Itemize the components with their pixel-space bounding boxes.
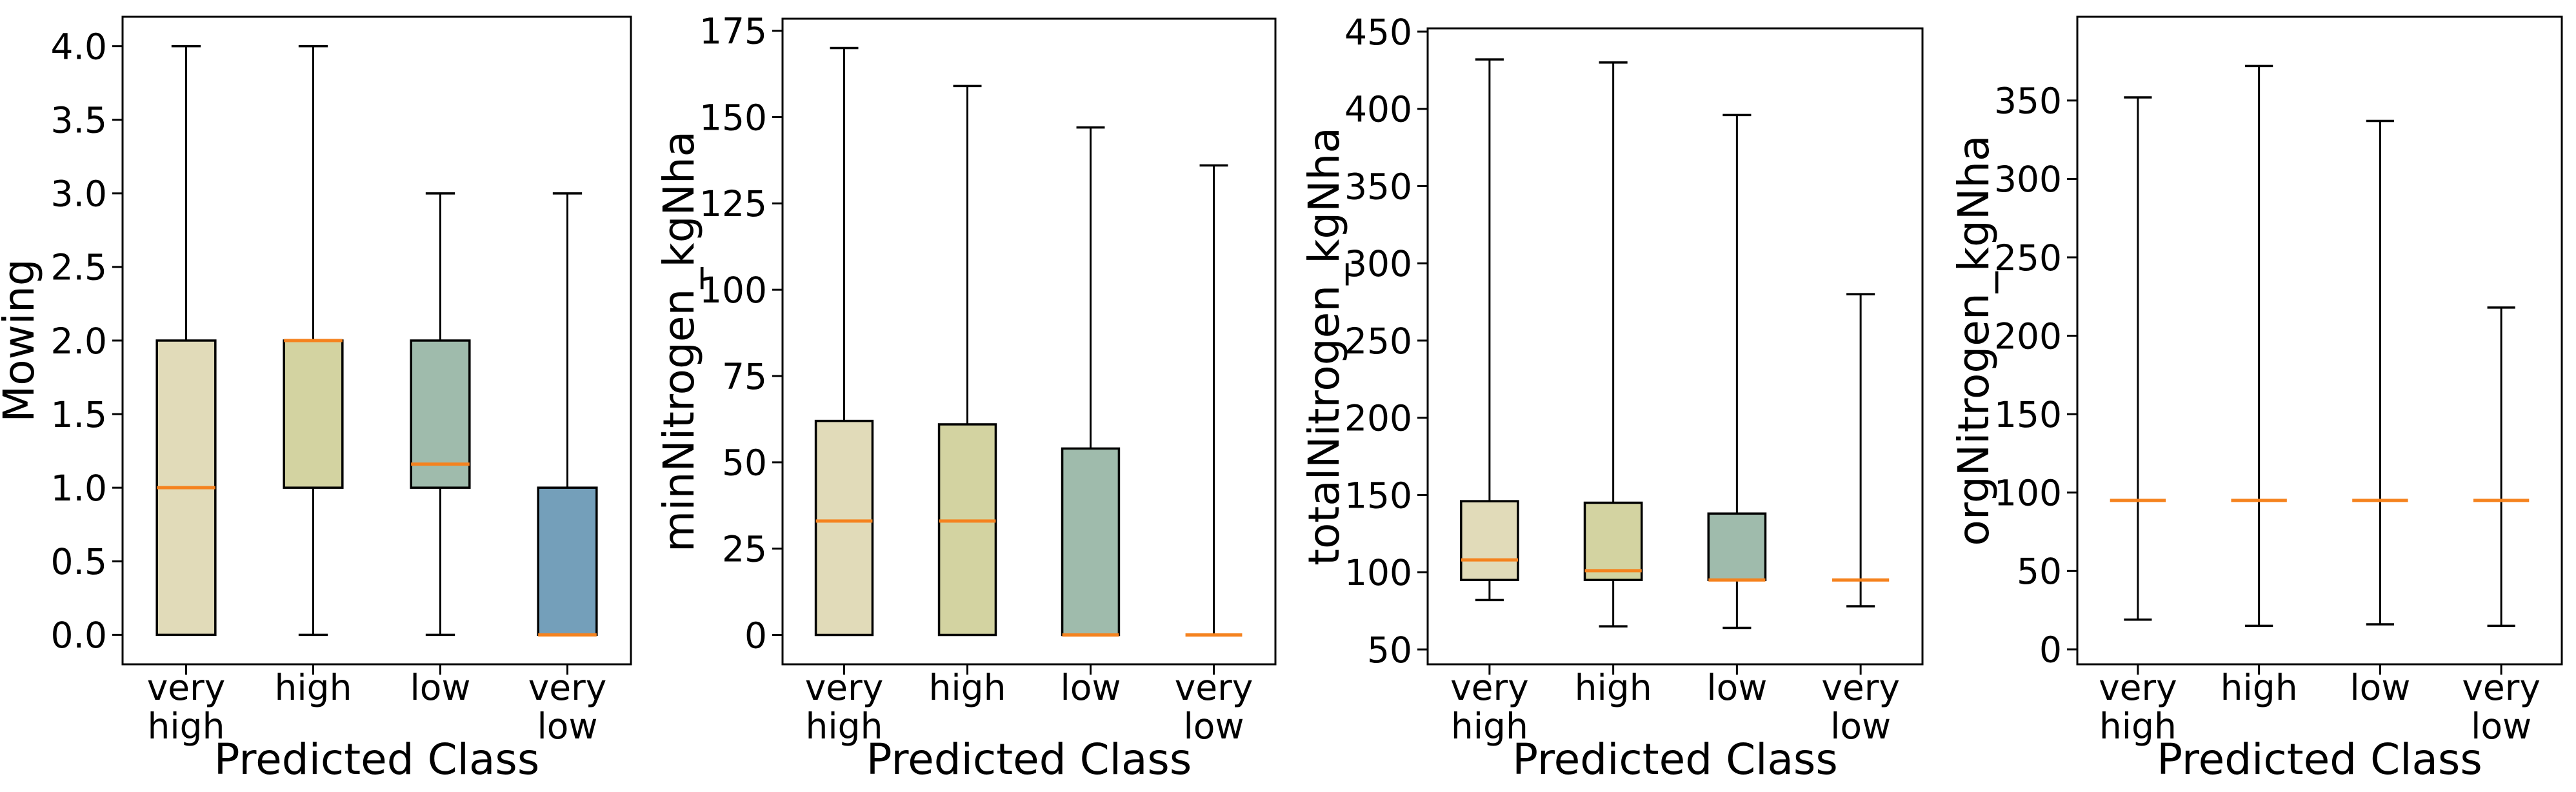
y-tick-label: 350 xyxy=(1994,81,2062,122)
x-tick-label: low xyxy=(1706,667,1767,708)
x-tick-label: high xyxy=(2221,667,2298,708)
y-tick-label: 100 xyxy=(1994,473,2062,514)
y-tick-label: 150 xyxy=(699,97,767,138)
box-group-high xyxy=(2231,64,2287,628)
x-axis-label: Predicted Class xyxy=(214,735,539,784)
y-tick-label: 175 xyxy=(699,11,767,52)
y-tick-label: 2.5 xyxy=(51,247,107,288)
y-tick-label: 350 xyxy=(1344,166,1412,207)
x-tick-label: high xyxy=(1451,706,1528,747)
y-axis-label: minNitrogen_kgNha xyxy=(654,131,704,552)
box-group-very-high xyxy=(1460,58,1519,602)
x-tick-label: low xyxy=(2350,667,2410,708)
box-group-very-low xyxy=(2473,306,2530,628)
x-tick-label: low xyxy=(1061,667,1121,708)
x-tick-label: high xyxy=(148,706,225,747)
y-tick-label: 125 xyxy=(699,183,767,224)
y-tick-label: 3.0 xyxy=(51,173,107,215)
y-tick-label: 150 xyxy=(1994,394,2062,435)
y-axis-label: orgNitrogen_kgNha xyxy=(1949,135,1999,546)
x-axis-label: Predicted Class xyxy=(866,735,1192,784)
box-group-very-low xyxy=(537,192,598,637)
box-group-high xyxy=(283,45,344,637)
box-group-low xyxy=(1707,114,1767,629)
y-tick-label: 50 xyxy=(722,442,767,484)
box-group-low xyxy=(410,192,471,637)
y-tick-label: 300 xyxy=(1344,243,1412,284)
y-tick-label: 250 xyxy=(1344,321,1412,362)
y-tick-label: 450 xyxy=(1344,12,1412,53)
x-tick-label: very xyxy=(2462,667,2541,708)
y-tick-label: 0 xyxy=(2039,629,2062,671)
y-tick-label: 200 xyxy=(1344,398,1412,439)
x-tick-label: high xyxy=(929,667,1006,708)
y-tick-label: 3.5 xyxy=(51,100,107,141)
x-tick-label: high xyxy=(806,706,883,747)
box-group-very-high xyxy=(2110,96,2166,621)
x-tick-label: low xyxy=(410,667,471,708)
box-rect xyxy=(283,339,344,489)
box-rect xyxy=(1061,447,1121,637)
x-tick-label: high xyxy=(275,667,352,708)
box-rect xyxy=(1460,500,1519,581)
y-tick-label: 100 xyxy=(699,270,767,311)
plot-border xyxy=(1426,27,1924,666)
y-tick-label: 400 xyxy=(1344,89,1412,130)
x-tick-label: high xyxy=(1575,667,1652,708)
box-group-low xyxy=(1061,126,1121,637)
box-group-low xyxy=(2352,119,2408,626)
y-tick-label: 25 xyxy=(722,528,767,569)
box-group-very-low xyxy=(1185,164,1243,637)
box-group-very-high xyxy=(814,46,874,637)
x-tick-label: very xyxy=(528,667,607,708)
x-tick-label: low xyxy=(1830,706,1891,747)
y-tick-label: 1.5 xyxy=(51,394,107,435)
y-tick-label: 250 xyxy=(1994,237,2062,279)
y-axis-label: totalNitrogen_kgNha xyxy=(1299,127,1349,566)
x-axis-label: Predicted Class xyxy=(2157,735,2482,784)
x-tick-label: very xyxy=(147,667,226,708)
box-group-high xyxy=(1583,61,1643,628)
x-tick-label: very xyxy=(1175,667,1253,708)
y-tick-label: 150 xyxy=(1344,475,1412,516)
y-tick-label: 0.5 xyxy=(51,541,107,582)
y-tick-label: 300 xyxy=(1994,159,2062,200)
x-axis-label: Predicted Class xyxy=(1512,735,1837,784)
y-tick-label: 4.0 xyxy=(51,26,107,67)
box-rect xyxy=(814,419,874,637)
x-tick-label: very xyxy=(1821,667,1900,708)
y-axis-label: Mowing xyxy=(0,259,44,422)
plot-border xyxy=(2076,15,2563,666)
y-tick-label: 2.0 xyxy=(51,321,107,362)
box-group-very-low xyxy=(1832,293,1890,608)
box-rect xyxy=(1583,501,1643,581)
box-rect xyxy=(1707,512,1767,581)
x-tick-label: low xyxy=(2471,706,2531,747)
y-tick-label: 50 xyxy=(2017,551,2062,592)
x-tick-label: high xyxy=(2099,706,2177,747)
y-tick-label: 0.0 xyxy=(51,615,107,656)
box-rect xyxy=(937,423,997,637)
y-tick-label: 0 xyxy=(744,615,767,656)
x-tick-label: very xyxy=(1450,667,1529,708)
box-group-very-high xyxy=(155,45,217,637)
x-tick-label: very xyxy=(805,667,884,708)
y-tick-label: 1.0 xyxy=(51,468,107,509)
x-tick-label: low xyxy=(537,706,598,747)
y-tick-label: 75 xyxy=(722,356,767,397)
x-tick-label: very xyxy=(2099,667,2177,708)
x-tick-label: low xyxy=(1184,706,1244,747)
plot-border xyxy=(781,17,1277,666)
box-rect xyxy=(537,486,598,637)
y-tick-label: 50 xyxy=(1367,629,1412,671)
y-tick-label: 100 xyxy=(1344,552,1412,593)
y-tick-label: 200 xyxy=(1994,315,2062,357)
box-group-high xyxy=(937,84,997,637)
